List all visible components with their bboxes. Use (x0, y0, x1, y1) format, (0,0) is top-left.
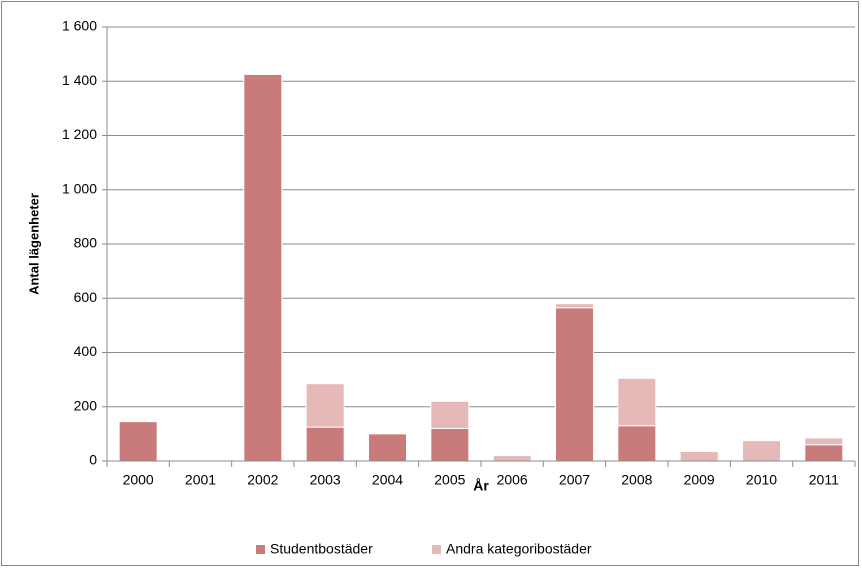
x-tick-label: 2004 (372, 472, 403, 488)
y-tick-label: 1 000 (62, 180, 97, 196)
legend-swatch (256, 545, 265, 554)
bar-segment (430, 427, 470, 462)
bar-segment (617, 425, 657, 462)
y-tick-label: 800 (74, 235, 98, 251)
x-tick-label: 2006 (497, 472, 528, 488)
x-tick-label: 2003 (310, 472, 341, 488)
bar-segment (742, 440, 781, 462)
bar-segment (368, 433, 407, 462)
bar-segment (804, 437, 844, 446)
x-tick-label: 2000 (123, 472, 154, 488)
bar-segment (617, 377, 657, 427)
bar-segment (555, 303, 594, 309)
bar-segment (804, 444, 844, 462)
y-tick-label: 400 (74, 343, 98, 359)
bar-segment (305, 383, 345, 428)
x-tick-label: 2008 (621, 472, 652, 488)
x-tick-label: 2007 (559, 472, 590, 488)
legend-swatch (432, 545, 441, 554)
bar-segment (118, 421, 158, 462)
x-tick-label: 2001 (185, 472, 216, 488)
legend-label: Studentbostäder (270, 541, 373, 557)
x-tick-label: 2005 (434, 472, 465, 488)
bar-segment (492, 455, 532, 462)
y-tick-label: 1 400 (62, 72, 97, 88)
y-tick-label: 600 (74, 289, 98, 305)
x-tick-label: 2010 (746, 472, 777, 488)
y-tick-label: 0 (89, 452, 97, 468)
y-tick-label: 1 200 (62, 126, 97, 142)
y-tick-label: 200 (74, 397, 98, 413)
bar-segment (305, 426, 345, 462)
x-axis-title: År (473, 478, 489, 494)
bar-segment (243, 73, 283, 462)
x-tick-label: 2009 (684, 472, 715, 488)
y-tick-label: 1 600 (62, 18, 97, 34)
bar-segment (430, 400, 470, 429)
x-tick-label: 2011 (809, 472, 839, 488)
y-axis-title: Antal lägenheter (26, 193, 41, 295)
bar-segment (555, 307, 594, 462)
bar-segment (679, 451, 719, 462)
x-tick-label: 2002 (247, 472, 278, 488)
legend-label: Andra kategoribostäder (446, 541, 592, 557)
